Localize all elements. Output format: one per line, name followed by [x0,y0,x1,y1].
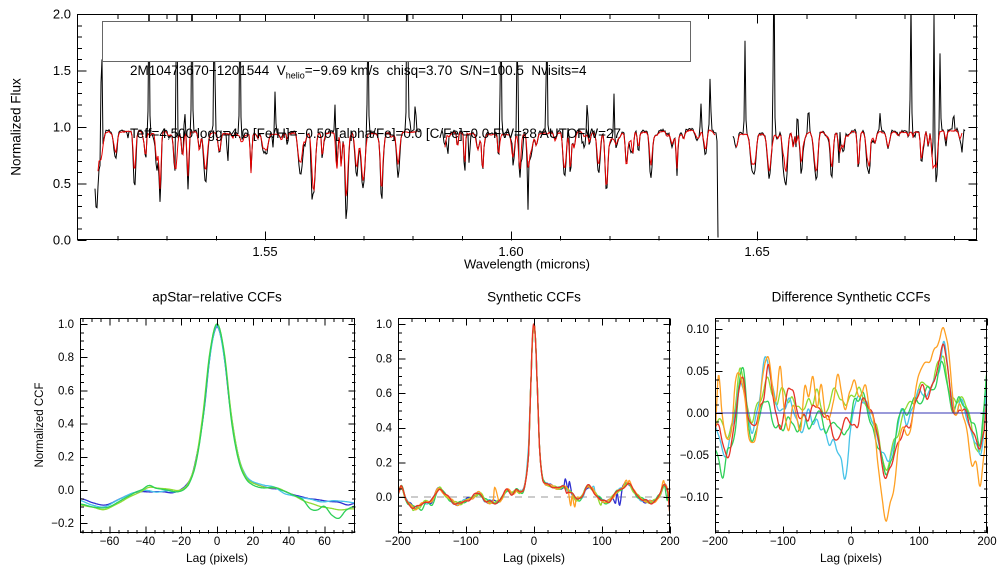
x-tick-label: 60 [318,536,331,548]
panel-2-tick-labels: −200 −100 0 100 200 1.0 0.8 0.6 0.4 0.2 0.0 [376,319,680,548]
x-tick-label: 100 [592,536,611,548]
x-tick-label: −200 [385,536,411,548]
x-tick-label: −200 [702,536,728,548]
ccf-panel2-title: Synthetic CCFs [487,289,581,305]
y-tick-label: 0.6 [376,388,392,400]
y-tick-label: 0.6 [58,385,74,397]
ccf-panel-1-curves [81,323,354,520]
y-tick-label: 0.10 [687,324,709,336]
x-tick-label: 200 [660,536,679,548]
ccf-panel1-y-axis-label: Normalized CCF [34,382,46,468]
x-tick-label: 1.65 [744,244,769,259]
ccf-panel3-x-axis-label: Lag (pixels) [819,551,883,565]
y-tick-label: 1.0 [376,319,392,331]
annotation-line2: Teff=4,500 logg=4.0 [Fe/H]=−0.50 [alpha/… [130,125,622,141]
ccf-curve-visit-1 [81,325,354,506]
ccf-panel1-x-axis-label: Lag (pixels) [185,551,249,565]
y-tick-label: 2.0 [53,6,71,21]
model-spectrum-path [97,129,963,197]
y-tick-label: 0.4 [58,419,75,431]
y-tick-label: 0.0 [53,232,71,247]
x-tick-label: 0 [214,536,220,548]
spectrum-x-axis-label: Wavelength (microns) [464,256,590,272]
x-tick-label: −20 [171,536,191,548]
annotation-vhelio-subscript: helio [285,70,305,81]
y-tick-label: 1.5 [53,63,71,78]
ccf-curve-diff-green [716,360,986,479]
y-tick-label: 0.8 [58,352,74,364]
x-tick-label: 20 [246,536,259,548]
y-tick-label: 0.2 [58,452,74,464]
x-tick-label: −60 [100,536,120,548]
y-tick-label: 0.00 [687,408,709,420]
x-tick-label: −100 [770,536,796,548]
spectrum-panel [94,15,966,238]
annotation-line1: 2M10473670−1201544 Vhelio=−9.69 km/s chi… [130,61,690,86]
y-tick-label: 0.0 [58,485,74,497]
y-tick-label: 1.0 [53,119,71,134]
panel-0-axes [77,14,978,241]
y-tick-label: 0.05 [687,366,709,378]
x-tick-label: 1.55 [252,244,277,259]
ccf-curve-combined-b [399,323,669,512]
x-tick-label: −100 [453,536,479,548]
ccf-panel-3-curves [716,326,986,522]
y-tick-label: 0.8 [376,354,392,366]
ccf-panel1-title: apStar−relative CCFs [152,289,282,305]
panel-3-tick-labels: −200 −100 0 100 200 0.10 0.05 0.00 −0.05 −0.10 [680,324,997,548]
annotation-line1-post: =−9.69 km/s chisq=3.70 S/N=100.5 Nvisits… [304,63,587,78]
ccf-curve-visit-3 [81,323,354,520]
x-tick-label: 100 [909,536,928,548]
y-tick-label: −0.05 [680,450,709,462]
x-tick-label: 1.60 [498,244,523,259]
x-tick-label: 0 [848,536,854,548]
x-tick-label: −40 [136,536,156,548]
ccf-curve-visit-4 [399,323,669,512]
y-tick-label: 0.2 [376,457,392,469]
y-tick-label: 0.0 [376,492,392,504]
panel-3-axes [715,318,988,534]
panel-1-axes [80,318,356,534]
y-tick-label: −0.10 [680,492,709,504]
ccf-panel3-title: Difference Synthetic CCFs [771,289,931,305]
ccf-panel2-x-axis-label: Lag (pixels) [502,551,566,565]
x-tick-label: 40 [282,536,295,548]
x-tick-label: 0 [531,536,537,548]
spectrum-y-axis-label: Normalized Flux [8,78,24,176]
ccf-curve-diff-orange [716,326,986,522]
annotation-line1-pre: 2M10473670−1201544 V [130,63,286,78]
y-tick-label: −0.2 [51,518,74,530]
ccf-curve-visit-4 [81,323,354,511]
ccf-curve-visit-2 [81,324,354,508]
y-tick-label: 0.5 [53,176,71,191]
panel-1-tick-labels: −60 −40 −20 0 20 40 60 1.0 0.8 0.6 0.4 0.2 0.0 −0.2 [51,319,331,548]
y-tick-label: 1.0 [58,319,74,331]
panel-2-axes [398,318,671,534]
ccf-curve-diff-red [716,343,986,479]
ccf-panel-2-curves [399,323,669,513]
y-tick-label: 0.4 [376,423,393,435]
panel-0-tick-labels: 1.55 1.60 1.65 0.0 0.5 1.0 1.5 2.0 [53,6,770,259]
x-tick-label: 200 [977,536,996,548]
annotation-box: 2M10473670−1201544 Vhelio=−9.69 km/s chi… [102,21,691,141]
